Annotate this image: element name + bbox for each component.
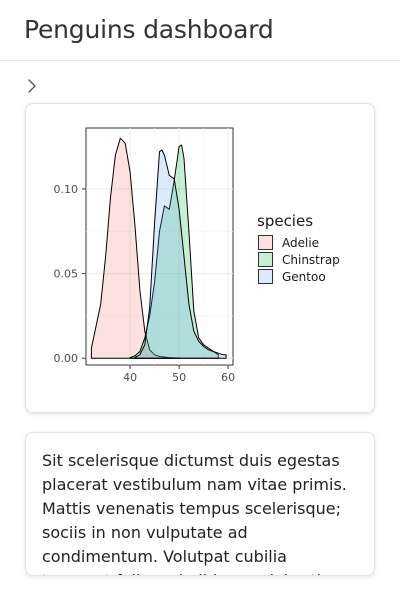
y-tick-label: 0.05 — [54, 268, 79, 281]
plot-panel — [85, 127, 234, 366]
text-card-body: Sit scelerisque dictumst duis egestas pl… — [42, 451, 347, 575]
series-layer — [90, 137, 227, 359]
text-card: Sit scelerisque dictumst duis egestas pl… — [25, 432, 375, 576]
x-tick-label: 60 — [221, 371, 235, 384]
chevron-right-icon — [28, 79, 36, 93]
legend-key-bg — [258, 252, 273, 267]
sidebar-toggle-button[interactable] — [24, 76, 44, 96]
x-tick-label: 50 — [172, 371, 186, 384]
density-chart: 40 50 60 0.00 0.05 0.10 species Adelie Chinstr… — [54, 127, 340, 384]
legend-label-gentoo: Gentoo — [282, 270, 326, 284]
x-tick-label: 40 — [123, 371, 137, 384]
legend-label-chinstrap: Chinstrap — [282, 253, 340, 267]
legend-key-gentoo — [258, 269, 273, 284]
legend-key-chinstrap — [258, 252, 273, 267]
page-title: Penguins dashboard — [24, 15, 274, 44]
legend-key-adelie — [258, 235, 273, 250]
legend: species Adelie Chinstrap Gentoo — [257, 212, 340, 284]
legend-title: species — [257, 212, 313, 230]
y-tick-label: 0.10 — [54, 183, 79, 196]
density-area-chinstrap — [129, 144, 219, 359]
legend-label-adelie: Adelie — [282, 236, 319, 250]
density-area-gentoo — [134, 149, 227, 359]
plot-card: 40 50 60 0.00 0.05 0.10 species Adelie Chinstr… — [25, 103, 375, 413]
axes: 40 50 60 0.00 0.05 0.10 — [54, 183, 236, 384]
y-tick-label: 0.00 — [54, 352, 79, 365]
app-header: Penguins dashboard — [0, 0, 400, 61]
legend-key-bg — [258, 235, 273, 250]
legend-key-bg — [258, 269, 273, 284]
